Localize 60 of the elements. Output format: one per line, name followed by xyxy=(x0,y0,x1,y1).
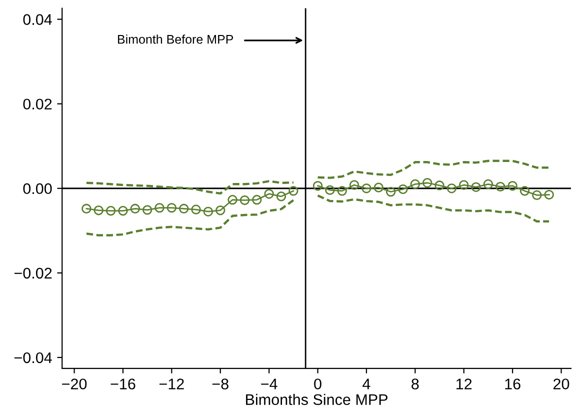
x-tick-label: −8 xyxy=(212,378,228,390)
point xyxy=(312,180,323,191)
x-tick-label: −4 xyxy=(261,378,278,390)
point xyxy=(508,180,518,191)
point xyxy=(240,195,250,206)
point xyxy=(458,180,469,190)
point xyxy=(203,206,214,216)
point xyxy=(264,189,274,199)
point xyxy=(386,186,396,197)
point xyxy=(82,204,92,214)
y-tick-label: 0.00 xyxy=(23,183,52,194)
x-axis-title: Bimonths Since MPP xyxy=(246,394,388,406)
point xyxy=(288,186,298,196)
point xyxy=(532,190,542,200)
point xyxy=(154,202,164,213)
point xyxy=(228,194,238,205)
point xyxy=(130,204,140,214)
point xyxy=(446,184,457,194)
x-tick-label: 0 xyxy=(314,378,322,390)
point xyxy=(325,185,335,195)
point xyxy=(398,184,408,194)
point xyxy=(362,184,372,194)
point xyxy=(337,186,347,196)
line-series xyxy=(316,194,550,222)
y-tick-label: −0.04 xyxy=(14,352,52,364)
point xyxy=(166,202,177,213)
line-series xyxy=(85,180,295,195)
y-tick-label: 0.04 xyxy=(23,14,52,25)
annotation: Bimonth Before MPP xyxy=(118,34,234,44)
point xyxy=(252,194,262,205)
y-tick-label: −0.02 xyxy=(14,268,52,279)
point xyxy=(94,205,104,216)
point xyxy=(216,205,226,216)
x-tick-label: 12 xyxy=(456,378,472,390)
point xyxy=(191,204,201,214)
point xyxy=(410,179,420,190)
point xyxy=(434,180,444,190)
point xyxy=(106,206,116,216)
x-tick-label: 20 xyxy=(554,378,570,390)
x-tick-label: −16 xyxy=(110,378,136,390)
x-tick-label: −20 xyxy=(62,378,87,390)
point xyxy=(496,182,506,192)
point xyxy=(142,205,152,215)
point xyxy=(422,178,432,188)
x-tick-label: −12 xyxy=(159,378,184,390)
point xyxy=(520,186,530,196)
point xyxy=(544,190,554,200)
point xyxy=(374,182,384,192)
line-series xyxy=(316,160,550,179)
point xyxy=(483,179,494,190)
line-series xyxy=(85,199,295,236)
point xyxy=(178,204,189,214)
y-tick-label: 0.02 xyxy=(23,98,52,110)
point xyxy=(349,180,360,190)
x-tick-label: 8 xyxy=(412,378,419,390)
x-tick-label: 16 xyxy=(505,378,520,390)
point xyxy=(118,206,128,216)
point xyxy=(471,182,481,192)
x-tick-label: 4 xyxy=(362,378,370,390)
point xyxy=(276,192,286,202)
